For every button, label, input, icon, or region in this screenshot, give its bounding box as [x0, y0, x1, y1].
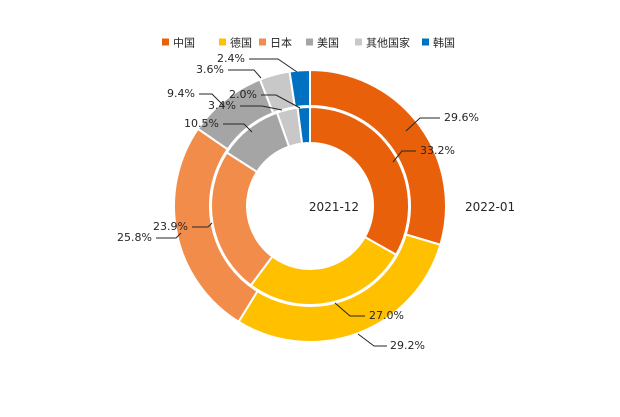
legend-label-6: 韩国: [433, 36, 455, 50]
data-labels: 29.6% 29.2% 25.8% 9.4%3.6%2.4% 2022-01 33.2% 2…: [117, 52, 515, 352]
outer-leader-line-2: [357, 333, 387, 347]
inner-leader-line-1: [392, 150, 416, 163]
inner-data-label-2: 27.0%: [369, 309, 404, 322]
inner-ring: [210, 105, 410, 306]
outer-data-label-1: 29.6%: [444, 111, 479, 124]
legend-swatch-4: [306, 38, 313, 46]
legend-label-4: 美国: [317, 37, 339, 50]
legend-swatch-6: [422, 38, 429, 46]
inner-data-label-5: 3.4%: [208, 99, 236, 112]
legend-label-5: 其他国家: [366, 36, 410, 50]
legend-swatch-1: [162, 38, 169, 46]
inner-leader-line-6: [261, 94, 301, 109]
outer-leader-line-3: [156, 232, 182, 239]
legend-label-3: 日本: [270, 36, 292, 50]
outer-leader-line-4: [199, 93, 225, 107]
outer-leader-line-6: [249, 58, 298, 73]
legend: 中国 德国 日本 美国 其他国家 韩国: [162, 36, 455, 50]
outer-data-label-6: 2.4%: [217, 52, 245, 65]
inner-leader-line-4: [223, 123, 253, 133]
inner-ring-series-label: 2021-12: [309, 200, 359, 214]
outer-data-label-3: 25.8%: [117, 231, 152, 244]
outer-data-label-4: 9.4%: [167, 87, 195, 100]
legend-label-1: 中国: [173, 37, 195, 50]
outer-leader-line-5: [228, 69, 262, 79]
inner-data-label-3: 23.9%: [153, 220, 188, 233]
legend-label-2: 德国: [230, 36, 252, 50]
outer-data-label-5: 3.6%: [196, 63, 224, 76]
inner-data-label-6: 2.0%: [229, 88, 257, 101]
inner-leader-line-2: [334, 302, 365, 317]
inner-data-label-4: 10.5%: [184, 117, 219, 130]
outer-leader-line-1: [405, 117, 440, 132]
inner-leader-line-3: [192, 222, 213, 228]
legend-swatch-5: [355, 38, 362, 46]
legend-swatch-3: [259, 38, 266, 46]
outer-ring-series-label: 2022-01: [465, 200, 515, 214]
outer-data-label-2: 29.2%: [390, 339, 425, 352]
legend-swatch-2: [219, 38, 226, 46]
inner-slice-中国: [309, 105, 410, 257]
inner-leader-line-5: [240, 105, 283, 111]
inner-data-label-1: 33.2%: [420, 144, 455, 157]
inner-slice-韩国: [296, 105, 311, 145]
